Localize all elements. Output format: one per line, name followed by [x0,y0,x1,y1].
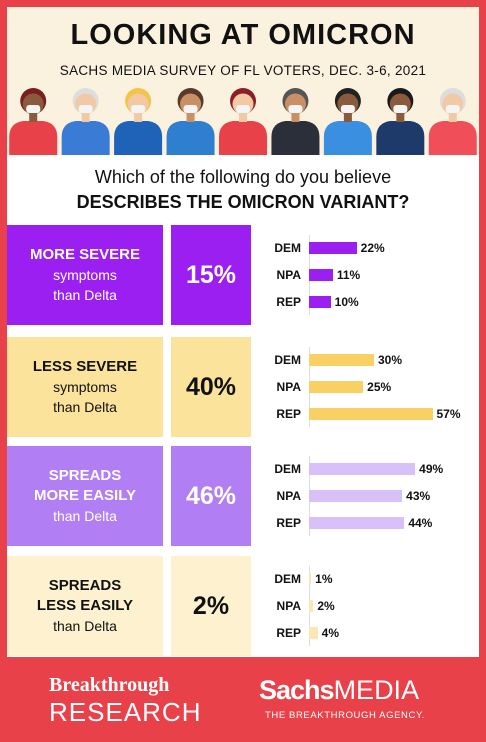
option-label-line: LESS SEVERE [32,358,138,375]
party-label: REP [276,516,301,530]
party-label: DEM [274,353,301,367]
logo-research-text: RESEARCH [49,697,202,727]
option-label-line: than Delta [53,399,117,415]
option-label-line: symptoms [53,379,117,395]
bar [309,408,433,420]
option-label-box: MORE SEVERE symptoms than Delta [7,225,163,325]
bar [309,354,374,366]
page-title: LOOKING AT OMICRON [70,19,416,51]
chart-row: SPREADS LESS EASILY than Delta 2% DEM 1% NPA 2%… [7,556,479,656]
page-subtitle: SACHS MEDIA SURVEY OF FL VOTERS, DEC. 3-… [59,63,427,78]
bar-value-label: 25% [367,380,392,394]
option-label-line: MORE SEVERE [29,246,141,263]
bar-value-label: 43% [406,489,431,503]
option-label-line: than Delta [53,287,117,303]
person-icon [166,88,215,155]
logo-sachs-text: Sachs [259,675,335,705]
bar [309,600,314,612]
bar-value-label: 2% [317,599,335,613]
party-label: DEM [274,241,301,255]
total-percent: 46% [171,446,251,546]
bar [309,269,333,281]
person-icon [428,88,477,155]
person-icon [61,88,110,155]
logo-breakthrough-text: Breakthrough [49,674,170,696]
option-label-line: LESS EASILY [36,597,134,614]
option-label-line: than Delta [53,618,117,634]
bar-value-label: 49% [419,462,444,476]
party-label: NPA [276,380,301,394]
party-label: NPA [276,268,301,282]
bar-value-label: 22% [360,241,385,255]
chart-row: SPREADS MORE EASILY than Delta 46% DEM 49% NPA… [7,446,479,546]
person-icon [271,88,320,155]
bar [309,463,416,475]
total-percent: 15% [171,225,251,325]
bar-value-label: 4% [321,626,339,640]
question-line-1: Which of the following do you believe [94,167,392,187]
person-icon [219,88,267,155]
bar [309,490,403,502]
party-label: DEM [274,462,301,476]
bar [309,627,318,639]
bar-value-label: 30% [378,353,403,367]
party-label: DEM [274,572,301,586]
bar-value-label: 1% [315,572,333,586]
person-icon [323,88,372,155]
total-percent: 2% [171,556,251,656]
chart-row: LESS SEVERE symptoms than Delta 40% DEM 30% NP… [7,337,479,437]
logo-tagline: THE BREAKTHROUGH AGENCY. [265,710,425,721]
party-bars: DEM 22% NPA 11% REP 10% [261,225,479,325]
option-label-line: MORE EASILY [34,487,136,504]
option-label-line: SPREADS [48,577,122,594]
bar-value-label: 11% [336,268,361,282]
person-icon [376,88,425,155]
question-line-2: DESCRIBES THE OMICRON VARIANT? [76,192,410,212]
bar-value-label: 44% [408,516,433,530]
bar [309,242,357,254]
total-percent: 40% [171,337,251,437]
option-label-box: SPREADS MORE EASILY than Delta [7,446,163,546]
party-bars: DEM 1% NPA 2% REP 4% [261,556,479,656]
logo-media-text: MEDIA [333,675,420,705]
party-label: REP [276,407,301,421]
crowd-illustration [9,88,477,155]
person-icon [114,88,163,155]
party-label: REP [276,626,301,640]
option-label-line: symptoms [53,267,117,283]
option-label-box: SPREADS LESS EASILY than Delta [7,556,163,656]
logo-sachs-media-text: SachsMEDIA [259,675,419,706]
option-label-line: SPREADS [48,467,122,484]
party-label: NPA [276,599,301,613]
person-icon [9,88,58,155]
chart-row: MORE SEVERE symptoms than Delta 15% DEM 22% NP… [7,225,479,325]
bar-value-label: 57% [436,407,461,421]
footer: Breakthrough RESEARCH SachsMEDIA THE BRE… [7,657,479,735]
header: LOOKING AT OMICRON SACHS MEDIA SURVEY OF… [7,7,479,155]
bar [309,517,405,529]
party-label: REP [276,295,301,309]
bar-value-label: 10% [334,295,359,309]
bar [309,381,364,393]
bar [309,573,312,585]
party-bars: DEM 49% NPA 43% REP 44% [261,446,479,546]
option-label-line: than Delta [53,508,117,524]
party-bars: DEM 30% NPA 25% REP 57% [261,337,479,437]
survey-question: Which of the following do you believe DE… [7,167,479,213]
option-label-box: LESS SEVERE symptoms than Delta [7,337,163,437]
bar [309,296,331,308]
party-label: NPA [276,489,301,503]
